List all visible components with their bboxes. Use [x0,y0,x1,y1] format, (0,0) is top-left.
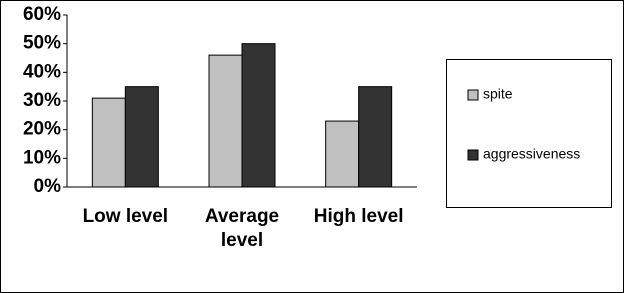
x-tick-label-box: Average level [204,206,280,251]
x-tick-label: High level [313,206,404,227]
legend-label: spite [483,86,513,102]
x-tick-label: Average level [204,206,280,251]
y-tick-label: 30% [23,90,61,111]
bar [358,86,393,188]
y-tick-label: 60% [23,4,61,25]
bar [124,86,159,188]
legend-swatch [467,89,479,101]
bar [241,43,276,188]
y-tick-label: 40% [23,61,61,82]
x-tick-label-box: Low level [82,206,169,227]
legend-box [446,59,612,208]
y-tick-label: 10% [23,147,61,168]
legend-swatch [467,149,479,161]
x-tick-label: Low level [82,206,169,227]
y-tick-label: 20% [23,119,61,140]
bar [208,54,243,188]
x-tick-label-box: High level [313,206,404,227]
y-tick-label: 0% [34,176,62,197]
legend-label: aggressiveness [483,146,580,162]
bar [91,97,126,188]
bar [325,120,360,188]
y-tick-label: 50% [23,33,61,54]
